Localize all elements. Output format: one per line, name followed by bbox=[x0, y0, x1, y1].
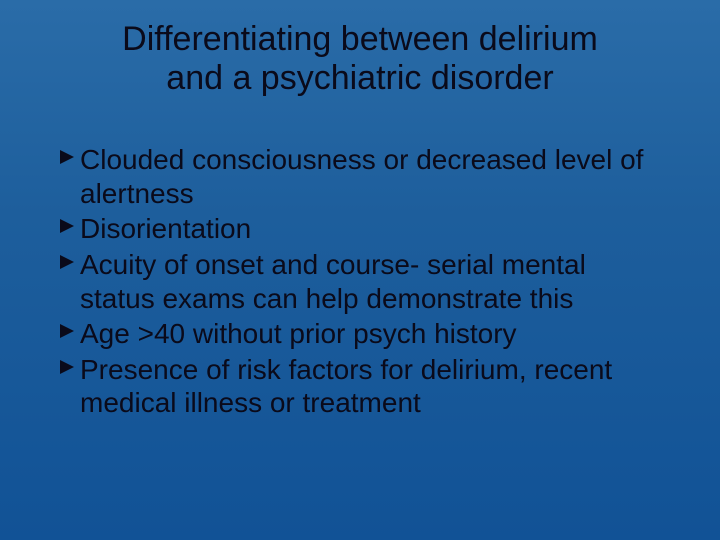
bullet-text: Disorientation bbox=[80, 212, 660, 246]
bullet-text: Acuity of onset and course- serial menta… bbox=[80, 248, 660, 315]
arrow-icon bbox=[60, 324, 74, 338]
list-item: Acuity of onset and course- serial menta… bbox=[60, 248, 660, 315]
list-item: Clouded consciousness or decreased level… bbox=[60, 143, 660, 210]
title-line-2: and a psychiatric disorder bbox=[166, 59, 553, 97]
bullet-text: Age >40 without prior psych history bbox=[80, 317, 660, 351]
bullet-text: Clouded consciousness or decreased level… bbox=[80, 143, 660, 210]
slide-title: Differentiating between delirium and a p… bbox=[48, 20, 672, 98]
title-line-1: Differentiating between delirium bbox=[122, 20, 598, 58]
list-item: Disorientation bbox=[60, 212, 660, 246]
arrow-icon bbox=[60, 150, 74, 164]
arrow-icon bbox=[60, 219, 74, 233]
list-item: Presence of risk factors for delirium, r… bbox=[60, 353, 660, 420]
arrow-icon bbox=[60, 255, 74, 269]
list-item: Age >40 without prior psych history bbox=[60, 317, 660, 351]
slide: Differentiating between delirium and a p… bbox=[0, 0, 720, 540]
arrow-icon bbox=[60, 360, 74, 374]
bullet-text: Presence of risk factors for delirium, r… bbox=[80, 353, 660, 420]
bullet-list: Clouded consciousness or decreased level… bbox=[60, 143, 660, 420]
